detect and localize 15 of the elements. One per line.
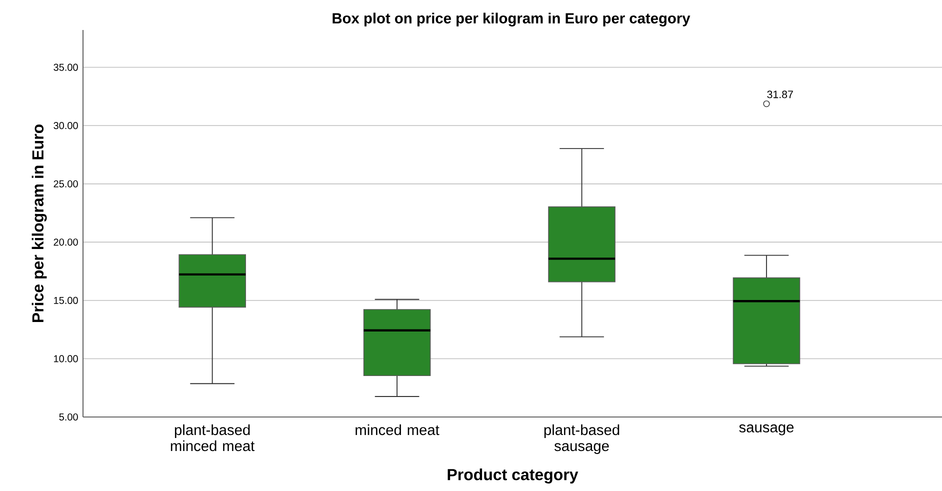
y-tick-label: 10.00: [54, 355, 78, 362]
x-tick-label: sausage: [739, 424, 794, 436]
x-tick-label: plant-based sausage: [544, 424, 620, 454]
x-tick-label: plant-based minced meat: [170, 424, 255, 452]
y-tick-label: 25.00: [54, 180, 78, 188]
chart-title: Box plot on price per kilogram in Euro per category: [332, 12, 690, 26]
y-tick-label: 15.00: [54, 296, 78, 304]
x-axis-title: Product category: [448, 468, 578, 484]
y-axis-title: Price per kilogram in Euro: [32, 124, 47, 322]
x-tick-label: minced meat: [356, 424, 440, 436]
y-tick-label: 35.00: [54, 64, 78, 71]
y-tick-label: 20.00: [54, 238, 78, 246]
y-tick-label: 30.00: [54, 122, 78, 130]
annotation: 31.87: [767, 90, 793, 98]
y-tick-label: 5.00: [59, 413, 78, 421]
